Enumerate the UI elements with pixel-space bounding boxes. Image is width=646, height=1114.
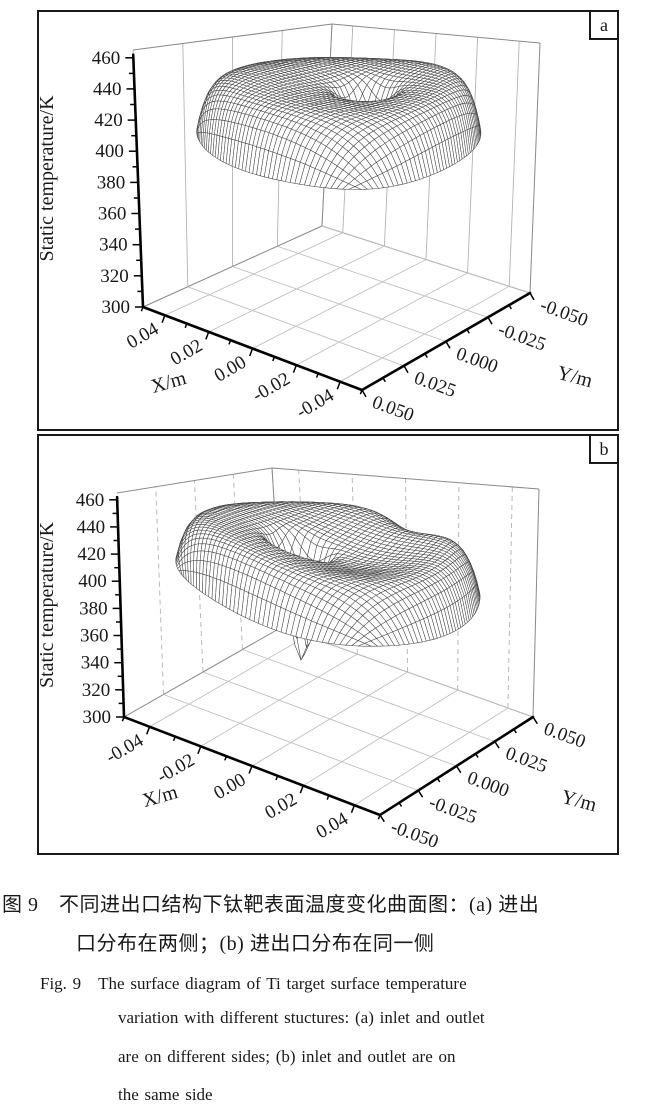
- caption-en-line3: are on different sides; (b) inlet and ou…: [118, 1047, 456, 1066]
- svg-text:380: 380: [79, 598, 108, 619]
- svg-text:400: 400: [95, 141, 124, 162]
- svg-text:0.050: 0.050: [541, 718, 588, 752]
- svg-text:Static temperature/K: Static temperature/K: [36, 521, 58, 688]
- svg-text:-0.050: -0.050: [537, 295, 590, 332]
- svg-text:Static temperature/K: Static temperature/K: [36, 95, 58, 262]
- svg-text:-0.04: -0.04: [293, 385, 338, 423]
- svg-text:0.000: 0.000: [453, 343, 500, 377]
- svg-text:X/m: X/m: [140, 781, 181, 812]
- svg-text:0.000: 0.000: [464, 767, 511, 801]
- svg-text:-0.04: -0.04: [102, 730, 147, 768]
- caption-en-line2: variation with different stuctures: (a) …: [118, 1008, 485, 1027]
- svg-text:420: 420: [77, 544, 106, 565]
- svg-text:300: 300: [102, 297, 131, 318]
- svg-text:0.02: 0.02: [167, 335, 206, 370]
- panel-b-label: b: [589, 434, 619, 464]
- svg-text:-0.02: -0.02: [249, 368, 294, 406]
- surface-plot-b: -0.04-0.02 0.000.020.04 -0.050-0.0250.0000…: [36, 467, 599, 853]
- svg-text:380: 380: [97, 172, 126, 193]
- svg-text:460: 460: [76, 490, 105, 511]
- svg-text:X/m: X/m: [149, 367, 190, 398]
- svg-text:0.025: 0.025: [411, 368, 458, 402]
- svg-text:320: 320: [100, 266, 129, 287]
- svg-text:360: 360: [80, 626, 109, 647]
- svg-text:-0.050: -0.050: [388, 816, 441, 853]
- caption-en-line4: the same side: [118, 1085, 213, 1104]
- svg-text:340: 340: [81, 653, 110, 674]
- svg-text:-0.025: -0.025: [426, 792, 479, 829]
- svg-text:420: 420: [94, 110, 123, 131]
- panel-b-frame: -0.04 -0.02 0.00 0.02 0.04 -0.050 -0.025 0.000 0…: [36, 434, 619, 855]
- svg-text:440: 440: [93, 79, 122, 100]
- svg-text:440: 440: [77, 517, 106, 538]
- panel-a-frame: 0.04 0.02 0.00 -0.02 -0.04 0.050 0.025 0.000 -0.…: [36, 10, 619, 431]
- panel-a-label: a: [589, 10, 619, 40]
- svg-text:300: 300: [83, 707, 112, 728]
- svg-text:320: 320: [82, 680, 111, 701]
- svg-text:360: 360: [98, 204, 127, 225]
- svg-text:340: 340: [99, 235, 128, 256]
- svg-text:0.025: 0.025: [503, 743, 550, 777]
- caption-en-line1: Fig. 9 The surface diagram of Ti target …: [40, 974, 467, 993]
- caption-zh-line1: 图 9 不同进出口结构下钛靶表面温度变化曲面图：(a) 进出: [2, 894, 540, 916]
- svg-text:0.050: 0.050: [369, 392, 416, 426]
- svg-text:Y/m: Y/m: [559, 786, 599, 817]
- svg-text:0.00: 0.00: [211, 352, 250, 387]
- svg-text:400: 400: [78, 571, 107, 592]
- svg-text:460: 460: [92, 48, 121, 69]
- svg-text:0.04: 0.04: [123, 318, 163, 353]
- svg-text:0.04: 0.04: [313, 808, 353, 843]
- svg-text:Y/m: Y/m: [555, 362, 595, 393]
- svg-text:0.00: 0.00: [210, 769, 249, 804]
- svg-text:-0.025: -0.025: [495, 319, 548, 356]
- caption-zh-line2: 口分布在两侧；(b) 进出口分布在同一侧: [76, 933, 435, 955]
- svg-text:-0.02: -0.02: [154, 750, 199, 788]
- surface-plot-a: 0.04 0.02 0.00 -0.02 -0.04 0.0500.0250.000-0.…: [36, 23, 595, 426]
- svg-text:0.02: 0.02: [261, 789, 300, 824]
